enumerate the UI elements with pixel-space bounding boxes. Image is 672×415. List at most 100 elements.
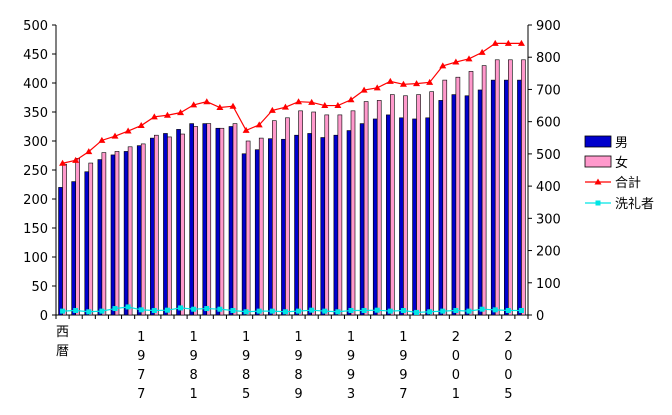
point-total <box>504 39 512 46</box>
x-tick-label: 0 <box>452 349 460 364</box>
point-total <box>281 103 289 110</box>
bar-female <box>429 91 434 316</box>
y-right-tick-label: 700 <box>536 83 561 98</box>
bar-male <box>123 151 129 316</box>
y-right-tick-label: 100 <box>536 277 561 292</box>
bar-male <box>150 137 155 316</box>
point-baptized <box>322 308 328 314</box>
bar-male <box>254 149 260 316</box>
y-left-tick-label: 250 <box>23 164 48 179</box>
legend-label-male: 男 <box>615 136 628 151</box>
point-baptized <box>387 308 393 314</box>
bar-female <box>390 94 395 316</box>
bar-female <box>350 110 356 316</box>
point-baptized <box>400 307 406 313</box>
bar-female <box>258 137 264 316</box>
bar-male <box>451 94 457 316</box>
x-tick-label: 9 <box>242 349 250 364</box>
x-tick-label: 9 <box>294 387 302 402</box>
point-total <box>295 98 303 105</box>
x-tick-label: 3 <box>347 387 355 402</box>
bar-male <box>110 154 116 316</box>
bar-male <box>504 79 509 316</box>
point-total <box>72 156 80 163</box>
point-baptized <box>151 307 157 313</box>
point-total <box>111 132 119 139</box>
y-left-tick-label: 350 <box>23 106 48 121</box>
point-baptized <box>296 308 302 314</box>
point-baptized <box>73 307 79 313</box>
point-baptized <box>453 307 459 313</box>
bar-male <box>84 171 90 316</box>
bar-female <box>298 110 303 316</box>
bar-female <box>140 143 146 316</box>
point-total <box>268 106 276 113</box>
x-tick-label: 5 <box>242 387 250 402</box>
y-left-tick-label: 500 <box>23 19 48 34</box>
y-left-tick-label: 100 <box>23 251 48 266</box>
bar-female <box>62 163 67 316</box>
x-tick-label: 8 <box>242 368 250 383</box>
point-total <box>347 96 355 103</box>
bar-female <box>193 126 198 316</box>
bar-female <box>494 59 500 316</box>
y-right-tick-label: 0 <box>536 309 544 324</box>
point-total <box>150 113 158 120</box>
legend-marker-total <box>594 178 602 185</box>
point-total <box>190 101 198 108</box>
y-left-tick-label: 400 <box>23 77 48 92</box>
point-total <box>413 80 421 87</box>
bar-male <box>464 95 470 316</box>
bar-male <box>136 145 142 316</box>
bar-male <box>58 187 63 316</box>
bar-female <box>337 114 343 316</box>
x-tick-label: 9 <box>399 368 407 383</box>
y-right-tick-label: 900 <box>536 19 561 34</box>
bar-female <box>114 151 120 316</box>
y-right-tick-label: 500 <box>536 148 561 163</box>
bar-male <box>202 123 208 316</box>
x-tick-label: 1 <box>294 330 302 345</box>
bar-female <box>180 133 185 316</box>
bar-female <box>416 94 421 316</box>
point-baptized <box>217 306 223 312</box>
x-tick-label: 1 <box>452 387 460 402</box>
bar-female <box>285 117 290 316</box>
point-total <box>321 102 329 109</box>
bar-female <box>324 114 330 316</box>
x-tick-label: 0 <box>504 368 512 383</box>
point-baptized <box>112 306 118 312</box>
bar-female <box>442 79 448 316</box>
legend-label-female: 女 <box>615 155 628 171</box>
bar-male <box>189 123 194 316</box>
point-total <box>426 78 434 85</box>
y-left-tick-label: 0 <box>40 309 48 324</box>
x-tick-label: 7 <box>137 387 145 402</box>
point-baptized <box>309 307 315 313</box>
bar-female <box>363 101 369 316</box>
bar-female <box>403 95 408 316</box>
point-baptized <box>125 304 131 310</box>
point-baptized <box>230 307 236 313</box>
point-total <box>59 159 67 166</box>
bar-male <box>477 89 483 316</box>
bar-male <box>71 181 76 316</box>
bar-male <box>346 130 352 316</box>
point-baptized <box>414 309 420 315</box>
bar-female <box>75 158 80 316</box>
point-baptized <box>374 307 380 313</box>
x-tick-label: 7 <box>137 368 145 383</box>
point-baptized <box>256 308 262 314</box>
point-baptized <box>86 309 92 315</box>
point-total <box>386 77 394 84</box>
bar-female <box>521 59 526 316</box>
point-total <box>216 103 224 110</box>
y-right-tick-label: 200 <box>536 245 561 260</box>
y-right-tick-label: 400 <box>536 180 561 195</box>
bar-male <box>176 129 181 316</box>
x-tick-label: 9 <box>347 349 355 364</box>
point-total <box>137 122 145 129</box>
bar-female <box>376 100 382 316</box>
x-tick-label: 0 <box>504 349 512 364</box>
bar-male <box>333 134 339 316</box>
